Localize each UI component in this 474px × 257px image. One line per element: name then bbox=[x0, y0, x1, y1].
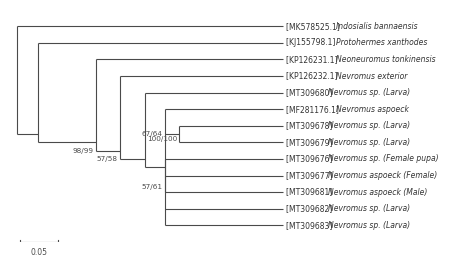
Text: 67/64: 67/64 bbox=[142, 131, 163, 137]
Text: [KP126231.1]: [KP126231.1] bbox=[286, 55, 340, 64]
Text: 57/58: 57/58 bbox=[97, 156, 118, 162]
Text: Nevromus aspoeck (Male): Nevromus aspoeck (Male) bbox=[328, 188, 428, 197]
Text: 57/61: 57/61 bbox=[142, 184, 163, 190]
Text: [KP126232.1]: [KP126232.1] bbox=[286, 71, 340, 80]
Text: [MT309681]: [MT309681] bbox=[286, 188, 335, 197]
Text: [MF281176.1]: [MF281176.1] bbox=[286, 105, 342, 114]
Text: Indosialis bannaensis: Indosialis bannaensis bbox=[336, 22, 418, 31]
Text: [MT309679]: [MT309679] bbox=[286, 138, 335, 147]
Text: Nevromus sp. (Larva): Nevromus sp. (Larva) bbox=[328, 138, 410, 147]
Text: Nevromus sp. (Larva): Nevromus sp. (Larva) bbox=[328, 121, 410, 130]
Text: [KJ155798.1]: [KJ155798.1] bbox=[286, 38, 338, 47]
Text: [MT309676]: [MT309676] bbox=[286, 154, 335, 163]
Text: [MT309677]: [MT309677] bbox=[286, 171, 335, 180]
Text: Neoneuromus tonkinensis: Neoneuromus tonkinensis bbox=[336, 55, 436, 64]
Text: Nevromus sp. (Larva): Nevromus sp. (Larva) bbox=[328, 204, 410, 213]
Text: Nevromus aspoeck: Nevromus aspoeck bbox=[336, 105, 409, 114]
Text: [MT309682]: [MT309682] bbox=[286, 204, 335, 213]
Text: [MK578525.1]: [MK578525.1] bbox=[286, 22, 343, 31]
Text: Nevromus sp. (Larva): Nevromus sp. (Larva) bbox=[328, 88, 410, 97]
Text: Nevromus sp. (Female pupa): Nevromus sp. (Female pupa) bbox=[328, 154, 439, 163]
Text: [MT309678]: [MT309678] bbox=[286, 121, 335, 130]
Text: [MT309680]: [MT309680] bbox=[286, 88, 335, 97]
Text: Nevromus aspoeck (Female): Nevromus aspoeck (Female) bbox=[328, 171, 438, 180]
Text: Protohermes xanthodes: Protohermes xanthodes bbox=[336, 38, 427, 47]
Text: Nevromus exterior: Nevromus exterior bbox=[336, 71, 407, 80]
Text: Nevromus sp. (Larva): Nevromus sp. (Larva) bbox=[328, 221, 410, 230]
Text: 100/100: 100/100 bbox=[147, 136, 177, 142]
Text: 98/99: 98/99 bbox=[73, 148, 93, 154]
Text: 0.05: 0.05 bbox=[31, 248, 48, 257]
Text: [MT309683]: [MT309683] bbox=[286, 221, 335, 230]
